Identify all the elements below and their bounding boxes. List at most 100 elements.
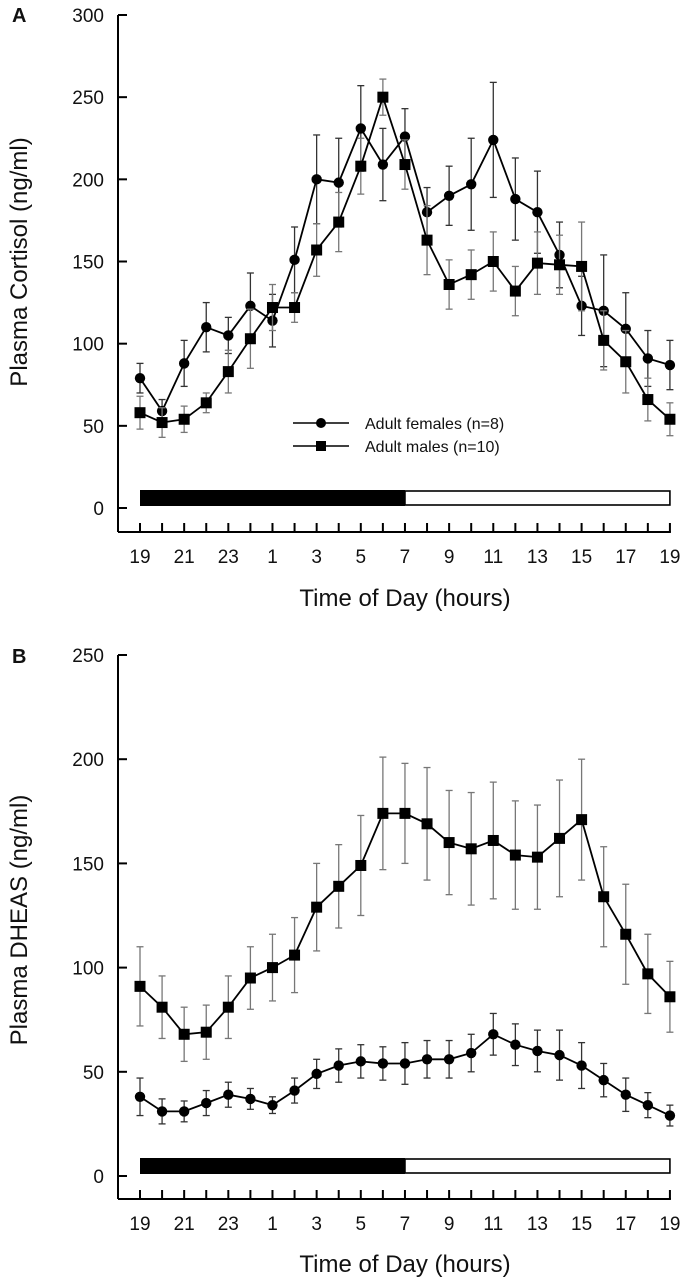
data-point-circle xyxy=(532,207,543,218)
data-point-square xyxy=(664,413,676,425)
data-point-square xyxy=(266,962,278,974)
data-point-square xyxy=(421,818,433,830)
y-tick-label: 300 xyxy=(72,6,104,27)
data-point-circle xyxy=(510,193,521,205)
data-point-circle xyxy=(443,190,455,201)
data-point-circle xyxy=(642,1099,654,1111)
x-tick-label: 17 xyxy=(615,1214,636,1235)
data-point-square xyxy=(355,160,367,172)
y-tick-label: 0 xyxy=(93,1167,104,1188)
data-point-square xyxy=(487,256,499,267)
data-point-circle xyxy=(488,1029,499,1040)
x-tick-label: 15 xyxy=(571,547,592,568)
x-tick-label: 3 xyxy=(311,1214,322,1235)
data-point-square xyxy=(266,302,278,314)
data-point-circle xyxy=(156,1106,168,1117)
data-point-square xyxy=(664,991,676,1003)
data-point-circle xyxy=(245,1093,256,1105)
y-tick-label: 150 xyxy=(72,854,104,875)
x-tick-label: 21 xyxy=(174,1214,195,1235)
x-tick-label: 1 xyxy=(267,1214,278,1235)
y-tick-label: 150 xyxy=(72,253,104,274)
x-tick-label: 15 xyxy=(571,1214,592,1235)
data-point-circle xyxy=(532,1045,543,1057)
legend-label-males: Adult males (n=10) xyxy=(365,439,500,456)
data-point-square xyxy=(244,972,256,984)
data-point-circle xyxy=(333,177,344,188)
data-point-circle xyxy=(421,1054,433,1065)
data-point-circle xyxy=(289,254,300,266)
data-point-circle xyxy=(245,300,256,312)
data-point-circle xyxy=(311,1068,322,1080)
data-point-square xyxy=(531,257,543,269)
data-point-circle xyxy=(576,1060,587,1071)
data-point-square xyxy=(178,413,190,425)
data-point-circle xyxy=(488,134,499,146)
x-tick-label: 11 xyxy=(483,547,503,568)
data-point-square xyxy=(443,837,455,849)
data-point-square xyxy=(576,260,588,272)
y-tick-label: 100 xyxy=(72,959,104,980)
data-point-square xyxy=(598,891,610,903)
legend: Adult females (n=8) Adult males (n=10) xyxy=(293,416,504,456)
series-males xyxy=(134,78,676,438)
light-period-bar xyxy=(404,490,671,506)
data-point-circle xyxy=(598,1074,609,1086)
data-point-square xyxy=(289,949,301,961)
data-point-square xyxy=(554,259,566,271)
data-point-square xyxy=(134,407,146,419)
x-tick-label: 5 xyxy=(356,1214,367,1235)
x-tick-label: 19 xyxy=(659,1214,680,1235)
y-tick-label: 200 xyxy=(72,750,104,771)
x-tick-label: 17 xyxy=(615,547,636,568)
data-point-square xyxy=(620,356,632,368)
y-axis-title-b: Plasma DHEAS (ng/ml) xyxy=(6,795,33,1046)
y-axis-title-a: Plasma Cortisol (ng/ml) xyxy=(6,137,33,386)
data-point-circle xyxy=(178,358,190,369)
legend-marker-circle xyxy=(316,418,326,428)
x-tick-label: 9 xyxy=(444,547,455,568)
data-point-circle xyxy=(620,323,631,335)
y-tick-label: 200 xyxy=(72,170,104,191)
data-point-circle xyxy=(289,1085,300,1096)
data-point-square xyxy=(554,832,566,844)
x-tick-label: 1 xyxy=(267,547,278,568)
data-point-circle xyxy=(664,359,676,371)
data-point-square xyxy=(620,928,632,940)
data-point-square xyxy=(377,91,389,103)
data-point-circle xyxy=(466,179,477,190)
data-point-square xyxy=(156,1001,168,1013)
x-tick-label: 9 xyxy=(444,1214,455,1235)
data-point-circle xyxy=(466,1047,477,1059)
data-point-circle xyxy=(642,353,654,364)
data-point-circle xyxy=(201,322,212,333)
x-tick-label: 7 xyxy=(400,1214,411,1235)
data-point-circle xyxy=(377,159,389,170)
data-point-square xyxy=(598,334,610,346)
dark-period-bar xyxy=(140,490,405,506)
data-point-circle xyxy=(201,1097,212,1109)
x-tick-label: 19 xyxy=(129,1214,150,1235)
data-point-square xyxy=(333,216,345,228)
data-point-square xyxy=(421,234,433,246)
data-point-square xyxy=(487,834,499,846)
data-point-circle xyxy=(134,1091,146,1103)
y-tick-label: 0 xyxy=(93,499,104,520)
data-point-square xyxy=(311,901,323,913)
y-tick-label: 50 xyxy=(83,1063,104,1084)
data-point-circle xyxy=(178,1106,190,1117)
data-point-square xyxy=(465,269,477,281)
data-point-circle xyxy=(554,1049,565,1061)
data-point-square xyxy=(443,279,455,291)
data-point-square xyxy=(200,397,212,409)
data-point-circle xyxy=(620,1089,631,1100)
data-point-circle xyxy=(399,1058,411,1069)
data-point-square xyxy=(222,1001,234,1013)
data-point-square xyxy=(509,285,521,297)
data-point-square xyxy=(289,302,301,314)
data-point-circle xyxy=(267,1099,278,1111)
data-point-square xyxy=(311,244,323,256)
data-point-square xyxy=(134,980,146,992)
data-point-circle xyxy=(377,1058,389,1069)
